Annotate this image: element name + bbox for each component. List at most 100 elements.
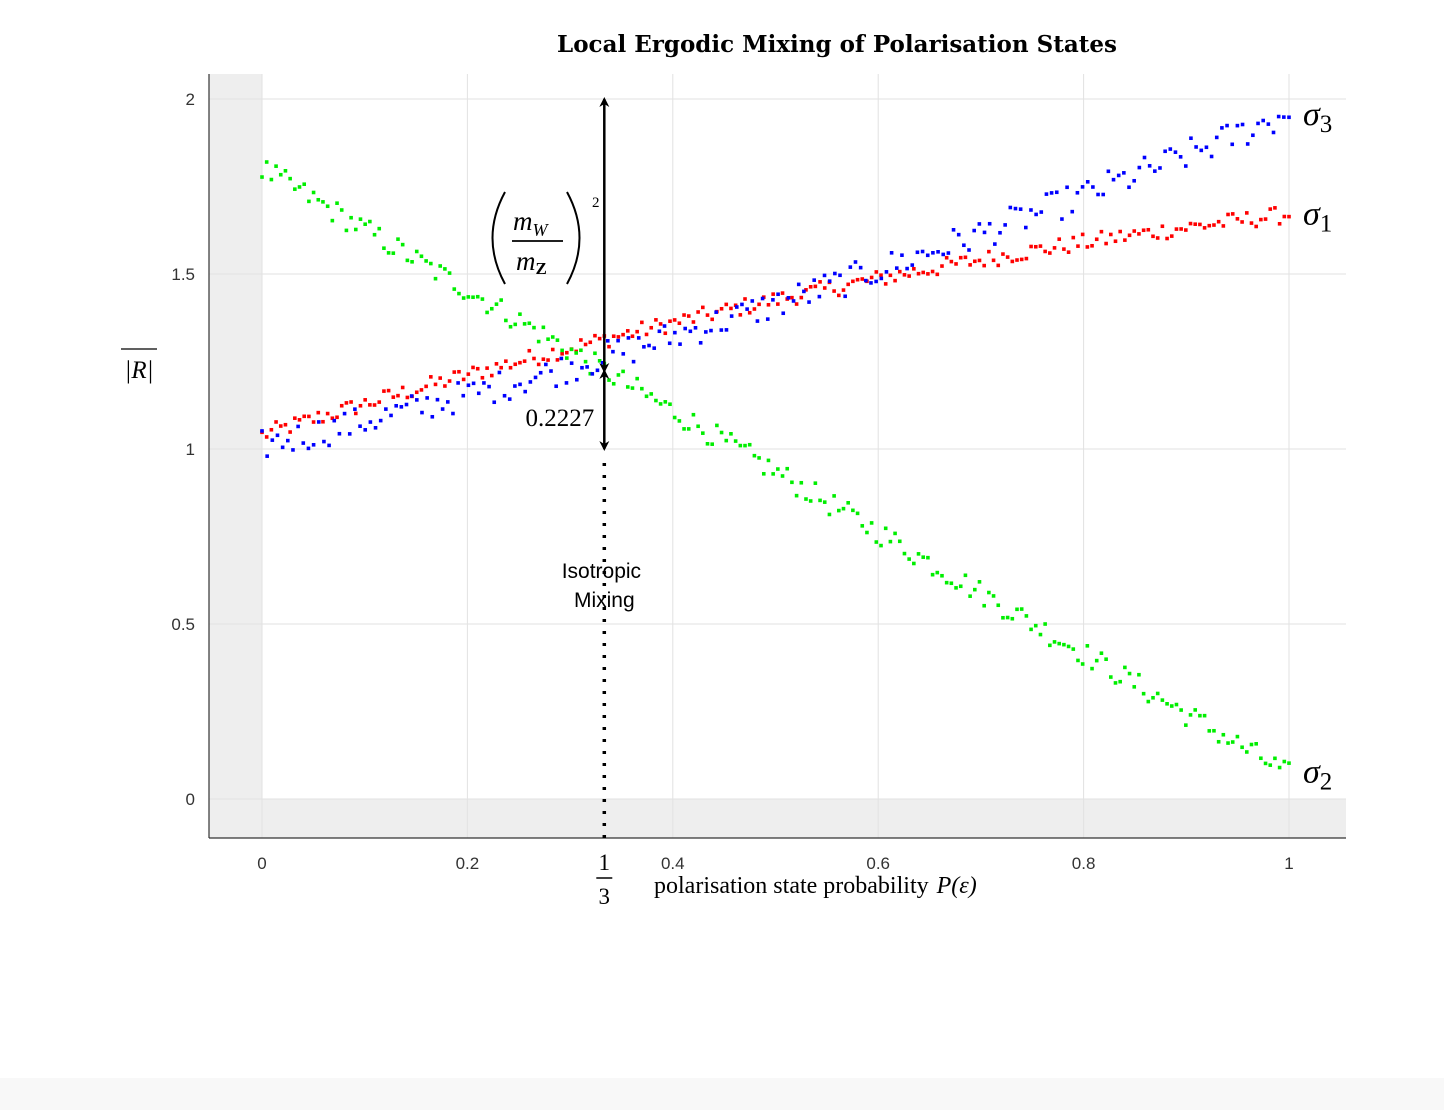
data-point [265,454,269,458]
data-point [1096,192,1100,197]
x-tick-label: 1 [1284,854,1293,873]
data-point [616,338,620,343]
data-point [1221,732,1226,737]
data-point [499,298,503,302]
data-point [755,319,760,323]
data-point [286,438,290,443]
data-point [419,388,424,392]
data-point [358,424,362,428]
left-paren [491,191,506,285]
data-point [1127,233,1132,238]
data-point [1085,245,1090,249]
data-point [1240,220,1244,224]
data-point [719,430,724,435]
data-point [291,448,295,452]
data-point [701,431,705,435]
data-point [738,313,743,317]
data-point [1071,235,1076,240]
data-point [765,317,770,321]
data-point [1179,708,1183,712]
data-point [1153,169,1157,173]
data-point [1052,246,1057,250]
data-point [349,400,353,404]
data-point [688,329,693,334]
data-point [559,356,564,361]
data-point [583,342,588,347]
data-point [860,277,865,281]
data-point [1193,708,1198,712]
data-point [471,381,476,386]
data-point [311,190,316,195]
data-point [1249,221,1254,225]
data-point [931,250,935,255]
data-point [1132,685,1137,689]
x-axis-label-text: polarisation state probability [654,873,929,899]
data-point [541,357,546,361]
data-point [443,384,447,388]
data-point [489,306,494,311]
data-point [745,307,749,311]
data-point [635,329,639,334]
data-point [889,251,894,255]
data-point [963,573,968,578]
data-point [579,348,583,353]
data-point [301,441,306,445]
data-point [400,242,405,247]
data-point [1085,644,1090,648]
data-point [487,384,491,389]
data-point [930,269,935,274]
data-point [1080,662,1085,666]
data-point [780,474,785,478]
data-point [1155,236,1160,240]
data-point [1276,114,1281,119]
data-point [652,346,657,350]
data-point [897,539,902,544]
data-point [1277,765,1282,770]
data-point [337,431,342,436]
data-point [817,294,822,299]
data-point [435,397,440,402]
data-point [1075,190,1080,195]
data-point [400,385,405,390]
series-label: σ3 [1303,96,1332,138]
data-point [649,325,654,330]
data-point [776,302,780,306]
data-point [864,278,868,283]
data-point [1198,222,1202,227]
data-point [274,420,278,424]
data-point [968,263,972,267]
data-point [420,410,424,415]
data-point [1214,135,1219,140]
data-point [982,230,987,235]
data-point [1204,145,1209,150]
data-point [538,370,543,375]
data-point [607,344,611,349]
data-point [621,332,625,337]
x-axis-label-math: P(ε) [936,873,977,899]
data-point [1249,742,1254,747]
data-point [1023,225,1028,230]
data-point [900,253,904,257]
data-point [785,466,790,471]
data-point [1287,115,1291,120]
data-point [283,422,288,427]
data-point [827,512,832,517]
data-point [475,366,480,371]
data-point [874,279,878,284]
gap-value-label: 0.2227 [526,405,595,432]
data-point [790,295,794,300]
data-point [761,472,766,476]
data-point [1226,212,1230,217]
data-point [921,555,926,559]
data-point [958,255,963,260]
data-point [888,539,893,544]
data-point [954,586,958,590]
data-point [743,297,747,301]
data-point [1235,217,1240,221]
data-point [734,305,739,309]
data-point [321,200,325,204]
data-point [382,389,386,393]
data-point [860,524,865,528]
data-point [1235,123,1240,128]
data-point [1099,651,1104,655]
